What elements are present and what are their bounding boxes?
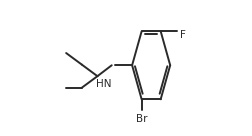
Text: Br: Br (136, 114, 147, 124)
Text: F: F (180, 30, 185, 40)
Text: HN: HN (96, 79, 112, 89)
